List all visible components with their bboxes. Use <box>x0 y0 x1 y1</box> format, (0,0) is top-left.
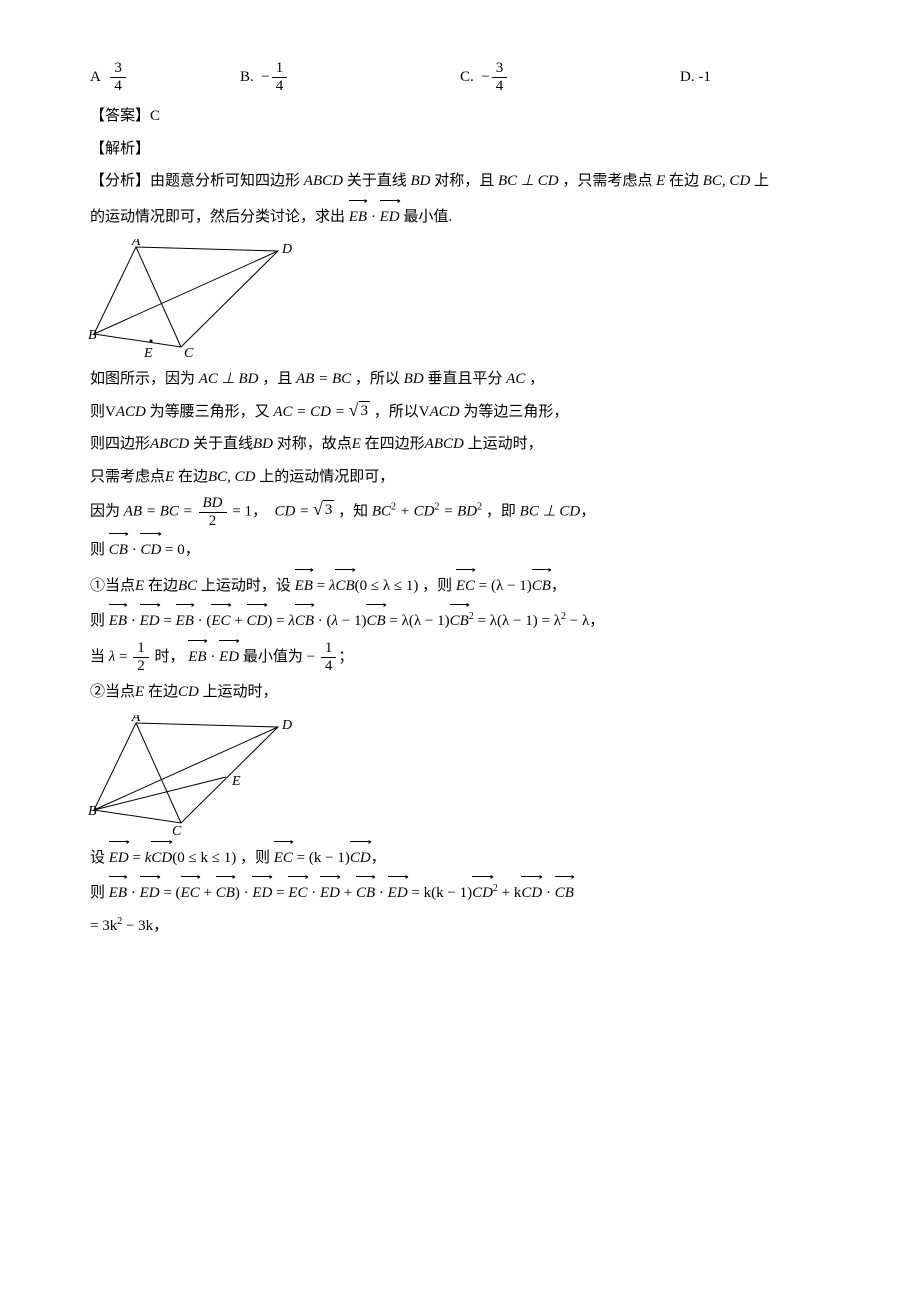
analysis-line: 【分析】由题意分析可知四边形 ABCD 关于直线 BD 对称，且 BC ⊥ CD… <box>90 167 840 196</box>
svg-text:B: B <box>88 328 97 343</box>
explain-label: 【解析】 <box>90 135 840 164</box>
svg-text:A: A <box>131 239 141 249</box>
step-1: 如图所示，因为 AC ⊥ BD ，且 AB = BC ，所以 BD 垂直且平分 … <box>90 365 840 394</box>
opt-a-frac: 3 4 <box>110 60 126 94</box>
answer-line: 【答案】C <box>90 102 840 131</box>
case-1-eq: 则 EB · ED = EB · (EC + CD) = λCB · (λ − … <box>90 604 840 636</box>
case-2-eq: 则 EB · ED = (EC + CB) · ED = EC · ED + C… <box>90 876 840 908</box>
option-d: D. -1 <box>680 63 800 92</box>
case-1: ①当点E 在边BC 上运动时，设 EB = λCB(0 ≤ λ ≤ 1) ，则 … <box>90 569 840 601</box>
opt-c-label: C. <box>460 63 474 92</box>
step-3: 则四边形ABCD 关于直线BD 对称，故点E 在四边形ABCD 上运动时， <box>90 430 840 459</box>
svg-text:A: A <box>131 715 141 725</box>
step-6: 则 CB · CD = 0， <box>90 533 840 565</box>
step-2: 则VACD 为等腰三角形，又 AC = CD = √3 ，所以VACD 为等边三… <box>90 398 840 427</box>
svg-text:E: E <box>231 774 241 789</box>
opt-a-label: A <box>90 63 101 92</box>
case-2-result: = 3k2 − 3k， <box>90 912 840 941</box>
opt-d-label: D. -1 <box>680 63 711 92</box>
opt-b-label: B. <box>240 63 254 92</box>
case-2-setup: 设 ED = kCD(0 ≤ k ≤ 1) ，则 EC = (k − 1)CD， <box>90 841 840 873</box>
case-2: ②当点E 在边CD 上运动时， <box>90 678 840 707</box>
option-a: A 3 4 <box>90 60 240 94</box>
step-4: 只需考虑点E 在边BC, CD 上的运动情况即可， <box>90 463 840 492</box>
option-b: B. − 1 4 <box>240 60 460 94</box>
step-5: 因为 AB = BC = BD 2 = 1， CD = √3 ，知 BC2 + … <box>90 495 840 529</box>
svg-text:D: D <box>281 242 292 257</box>
options-row: A 3 4 B. − 1 4 C. − 3 4 D. -1 <box>90 60 840 94</box>
opt-b-frac: 1 4 <box>272 60 288 94</box>
diagram-1: A B C D E <box>86 239 296 359</box>
svg-text:E: E <box>143 346 153 359</box>
sqrt-icon: √3 <box>349 401 370 420</box>
opt-c-frac: 3 4 <box>492 60 508 94</box>
option-c: C. − 3 4 <box>460 60 680 94</box>
diagram-2: A B C D E <box>86 715 296 835</box>
analysis-line-2: 的运动情况即可，然后分类讨论，求出 EB · ED 最小值. <box>90 200 840 232</box>
svg-text:D: D <box>281 718 292 733</box>
svg-text:B: B <box>88 804 97 819</box>
svg-text:C: C <box>184 346 194 359</box>
case-1-min: 当 λ = 1 2 时， EB · ED 最小值为 − 1 4 ； <box>90 640 840 675</box>
svg-text:C: C <box>172 824 182 835</box>
